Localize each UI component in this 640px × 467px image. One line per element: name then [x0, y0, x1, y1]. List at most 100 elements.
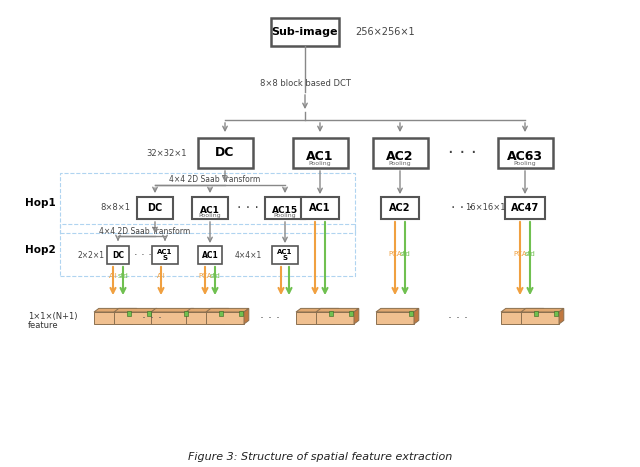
- Polygon shape: [559, 308, 564, 324]
- Text: Pooling: Pooling: [388, 161, 412, 166]
- Polygon shape: [114, 308, 157, 312]
- Text: DC: DC: [112, 250, 124, 260]
- Bar: [198, 138, 253, 168]
- Polygon shape: [376, 308, 419, 312]
- Polygon shape: [132, 308, 137, 324]
- Text: AC1: AC1: [309, 203, 331, 213]
- Text: AC15: AC15: [272, 206, 298, 215]
- Bar: [292, 138, 348, 168]
- Text: std: std: [399, 250, 410, 256]
- Text: · · ·: · · ·: [451, 201, 473, 215]
- Bar: [192, 197, 228, 219]
- Bar: [497, 138, 552, 168]
- Polygon shape: [521, 308, 564, 312]
- Text: 8×8×1: 8×8×1: [100, 204, 130, 212]
- Text: std: std: [210, 273, 220, 279]
- Text: PCA: PCA: [513, 250, 527, 256]
- Polygon shape: [224, 308, 229, 324]
- Text: · · ·: · · ·: [260, 311, 280, 325]
- Bar: [408, 311, 413, 316]
- Text: AC1
S: AC1 S: [277, 248, 292, 262]
- Text: PCA: PCA: [198, 273, 212, 279]
- Polygon shape: [354, 308, 359, 324]
- Bar: [152, 246, 178, 264]
- Text: feature: feature: [28, 321, 59, 331]
- Text: std: std: [525, 250, 536, 256]
- Polygon shape: [316, 308, 359, 312]
- Polygon shape: [186, 308, 229, 312]
- Text: AC1
S: AC1 S: [157, 248, 173, 262]
- Text: DC: DC: [147, 203, 163, 213]
- Bar: [372, 138, 428, 168]
- Text: PCA: PCA: [388, 250, 402, 256]
- Text: AC47: AC47: [511, 203, 539, 213]
- Bar: [505, 197, 545, 219]
- Bar: [94, 312, 132, 324]
- Bar: [60, 173, 355, 233]
- Bar: [137, 197, 173, 219]
- Text: · · ·: · · ·: [447, 311, 467, 325]
- Bar: [127, 311, 131, 316]
- Bar: [206, 312, 244, 324]
- Bar: [147, 311, 151, 316]
- Text: · · ·: · · ·: [141, 311, 161, 325]
- Bar: [376, 312, 414, 324]
- Bar: [265, 197, 305, 219]
- Bar: [521, 312, 559, 324]
- Text: 2×2×1: 2×2×1: [77, 250, 104, 260]
- Text: 4×4×1: 4×4×1: [234, 250, 262, 260]
- Text: Pooling: Pooling: [274, 213, 296, 218]
- Text: AC2: AC2: [389, 203, 411, 213]
- Polygon shape: [296, 308, 339, 312]
- Text: DC: DC: [215, 147, 235, 160]
- Text: std: std: [118, 273, 129, 279]
- Text: AC1: AC1: [200, 206, 220, 215]
- Bar: [107, 246, 129, 264]
- Text: 4×4 2D Saab Transform: 4×4 2D Saab Transform: [170, 176, 260, 184]
- Bar: [349, 311, 353, 316]
- Text: AC63: AC63: [507, 150, 543, 163]
- Bar: [328, 311, 333, 316]
- Polygon shape: [501, 308, 544, 312]
- Text: Pooling: Pooling: [198, 213, 221, 218]
- Text: Hop1: Hop1: [25, 198, 56, 208]
- Bar: [534, 311, 538, 316]
- Text: Hop2: Hop2: [25, 245, 56, 255]
- Bar: [381, 197, 419, 219]
- Bar: [184, 311, 188, 316]
- Text: 256×256×1: 256×256×1: [355, 27, 415, 37]
- Text: AC1: AC1: [307, 150, 333, 163]
- Text: Pooling: Pooling: [308, 161, 332, 166]
- Bar: [60, 224, 355, 276]
- Text: · · ·: · · ·: [237, 201, 259, 215]
- Text: 4×4 2D Saab Transform: 4×4 2D Saab Transform: [99, 227, 191, 236]
- Polygon shape: [189, 308, 194, 324]
- Bar: [198, 246, 222, 264]
- Text: · · ·: · · ·: [134, 250, 152, 260]
- Polygon shape: [539, 308, 544, 324]
- Bar: [114, 312, 152, 324]
- Polygon shape: [206, 308, 249, 312]
- Polygon shape: [94, 308, 137, 312]
- Bar: [239, 311, 243, 316]
- Text: Pooling: Pooling: [514, 161, 536, 166]
- Bar: [151, 312, 189, 324]
- Bar: [272, 246, 298, 264]
- Bar: [554, 311, 558, 316]
- Text: Figure 3: Structure of spatial feature extraction: Figure 3: Structure of spatial feature e…: [188, 452, 452, 462]
- Text: All: All: [109, 273, 117, 279]
- Text: Sub-image: Sub-image: [272, 27, 339, 37]
- Bar: [296, 312, 334, 324]
- Polygon shape: [151, 308, 194, 312]
- Polygon shape: [244, 308, 249, 324]
- Polygon shape: [152, 308, 157, 324]
- Polygon shape: [334, 308, 339, 324]
- Polygon shape: [414, 308, 419, 324]
- Text: 32×32×1: 32×32×1: [147, 149, 188, 157]
- Text: AC1: AC1: [202, 250, 218, 260]
- Bar: [301, 197, 339, 219]
- Bar: [501, 312, 539, 324]
- Text: 16×16×1: 16×16×1: [465, 204, 505, 212]
- Text: 1×1×(N+1): 1×1×(N+1): [28, 312, 77, 321]
- Text: All: All: [157, 273, 165, 279]
